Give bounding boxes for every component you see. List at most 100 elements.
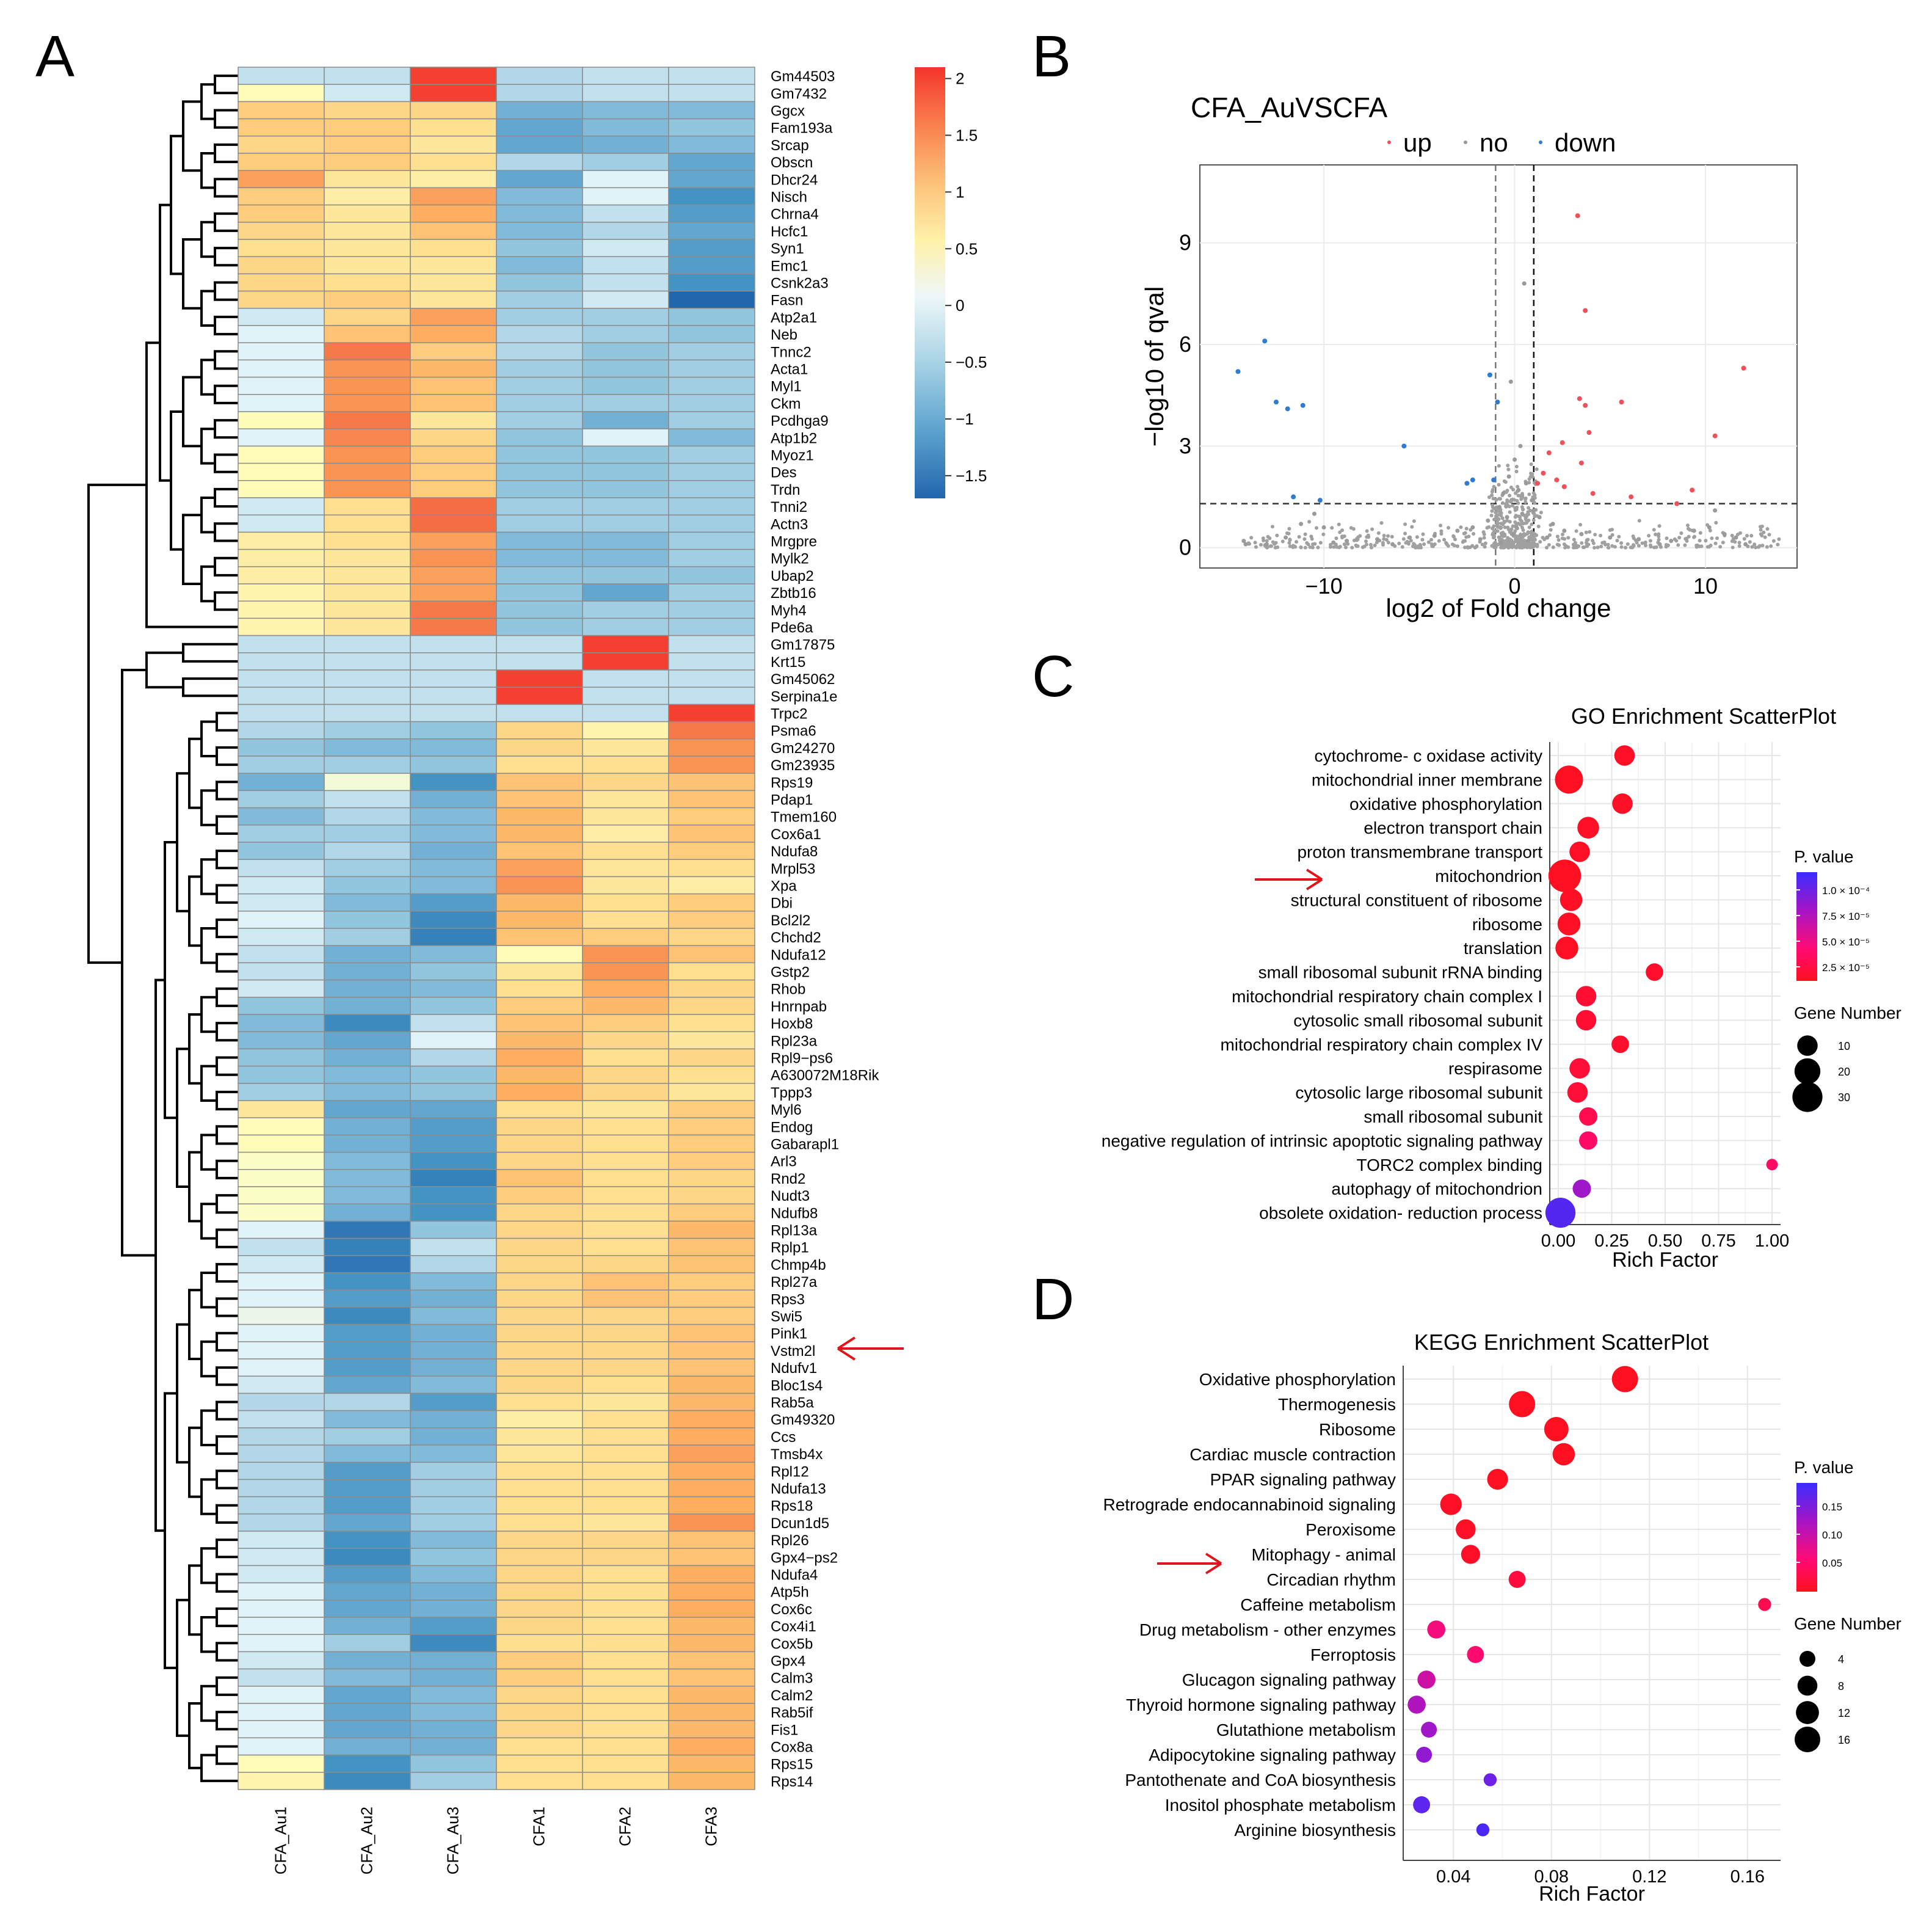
heatmap-cell [410,548,497,567]
heatmap-cell [496,1668,583,1687]
heatmap-cell [238,153,325,171]
heatmap-cell [324,359,411,378]
volcano-point-no [1520,539,1525,544]
heatmap-cell [324,1306,411,1325]
heatmap-cell [324,1100,411,1118]
heatmap-cell [410,979,497,998]
heatmap-cell [496,686,583,705]
heatmap-cell [668,136,755,154]
volcano-point-no [1446,544,1450,548]
heatmap-cell [324,1462,411,1480]
heatmap-cell [496,1289,583,1308]
row-label: Des [771,465,797,481]
volcano-point-no [1367,535,1371,539]
heatmap-cell [324,635,411,654]
volcano-point-no [1483,545,1487,549]
go-legend-size: Gene Number 10 20 30 [1792,1003,1901,1112]
volcano-point-no [1518,523,1522,527]
volcano-point-no [1649,545,1653,549]
pvalue-tick-label: 2.5 × 10⁻⁵ [1822,962,1870,974]
enrichment-point [1555,936,1578,960]
heatmap-cell [324,1220,411,1239]
volcano-point-no [1275,533,1279,537]
heatmap-cell [238,1031,325,1050]
volcano-point-no [1497,504,1502,509]
volcano-point-no [1759,532,1763,536]
kegg-pvalue-gradient [1796,1483,1817,1592]
heatmap-cell [410,1065,497,1084]
size-legend-dot [1796,1701,1819,1724]
volcano-point-no [1525,531,1530,536]
volcano-point-no [1652,545,1657,550]
enrichment-point [1552,1443,1575,1466]
volcano-point-no [1710,536,1714,541]
heatmap-cell [410,256,497,275]
volcano-point-no [1510,532,1515,537]
heatmap-cell [410,1462,497,1480]
heatmap-cell [324,859,411,878]
heatmap-cell [238,842,325,860]
category-label: small ribosomal subunit rRNA binding [1258,963,1542,982]
heatmap-cell [324,583,411,602]
heatmap-cell [496,273,583,292]
heatmap-cell [410,67,497,85]
heatmap-cell [668,359,755,378]
heatmap-cell [324,1203,411,1222]
enrichment-point [1487,1469,1508,1490]
heatmap-cell [410,876,497,895]
pvalue-tick-label: 7.5 × 10⁻⁵ [1822,911,1870,922]
enrichment-point [1421,1722,1437,1738]
heatmap-cell [324,962,411,981]
volcano-point-no [1386,541,1390,545]
heatmap-cell [582,1117,669,1136]
volcano-point-no [1771,539,1776,543]
volcano-point-no [1572,537,1576,542]
volcano-point-no [1529,462,1533,467]
volcano-point-no [1490,509,1494,513]
heatmap-cell [496,842,583,860]
heatmap-cell [410,1582,497,1601]
heatmap-cell [324,1014,411,1032]
volcano-point-no [1517,514,1521,519]
heatmap-cell [668,1220,755,1239]
volcano-points [1235,213,1781,550]
heatmap-cell [410,773,497,792]
heatmap-cell [238,118,325,137]
heatmap-cell [410,1531,497,1549]
heatmap-cell [496,1634,583,1653]
heatmap-cell [324,308,411,326]
volcano-point-no [1652,528,1656,532]
heatmap-cell [238,1306,325,1325]
heatmap-cell [582,239,669,257]
heatmap-cell [324,1686,411,1704]
heatmap-cell [582,1341,669,1360]
volcano-point-no [1606,545,1610,550]
heatmap-cell [238,1634,325,1653]
heatmap-cell [324,1117,411,1136]
heatmap-cell [668,480,755,498]
heatmap-cell [324,721,411,740]
legend-down-dot [1539,140,1542,144]
heatmap-cell [324,1255,411,1273]
colorbar-tick-label: 0 [956,296,964,315]
heatmap-cell [668,325,755,343]
row-label: Chrna4 [771,206,819,223]
heatmap-cell [410,652,497,671]
row-label: Vstm2l [771,1343,815,1360]
volcano-point-no [1497,464,1501,468]
heatmap-cell [410,1668,497,1687]
volcano-point-no [1432,533,1437,538]
heatmap-cell [324,170,411,189]
category-label: ribosome [1472,915,1542,934]
volcano-point-no [1491,497,1495,501]
heatmap-cell [496,342,583,361]
row-label: Rpl9−ps6 [771,1051,833,1067]
volcano-point-no [1750,545,1754,549]
category-label: Glucagon signaling pathway [1182,1670,1396,1689]
heatmap-cell [496,170,583,189]
enrichment-point [1560,889,1583,911]
heatmap-cell [410,222,497,240]
heatmap-cell [582,790,669,809]
heatmap-cell [582,1169,669,1187]
heatmap-cell [410,1703,497,1721]
